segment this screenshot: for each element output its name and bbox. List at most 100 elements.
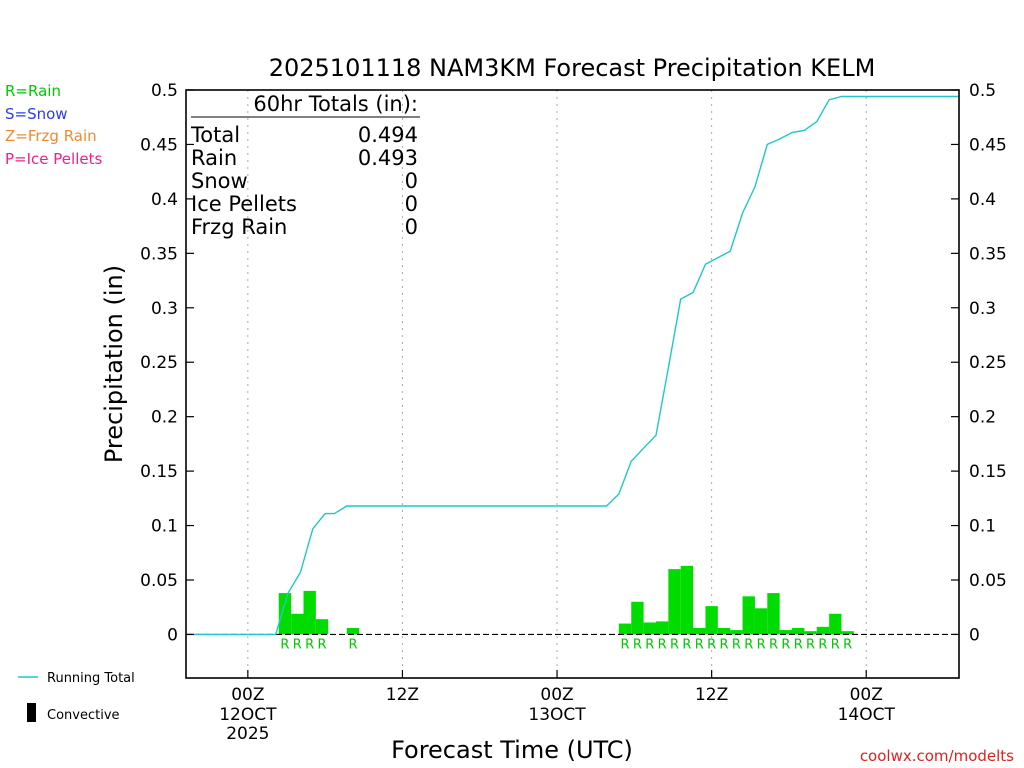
precip-type-legend: R=Rain S=Snow Z=Frzg Rain P=Ice Pellets	[5, 82, 102, 168]
xtick-label-2: 00Z	[540, 685, 573, 705]
legend-snow: S=Snow	[5, 105, 68, 123]
precip-bar-14	[730, 630, 743, 635]
precip-type-mark-3: R	[318, 637, 327, 652]
running-total-line	[186, 95, 959, 636]
precip-bar-9	[668, 569, 681, 635]
precip-bar-0	[278, 593, 292, 635]
running-total-legend-label: Running Total	[47, 671, 135, 686]
precip-bar-5	[618, 623, 632, 635]
precip-bar-23	[841, 631, 854, 635]
precip-bar-22	[829, 613, 842, 635]
ytick-label-left-3: 0.15	[140, 462, 178, 482]
ytick-label-right-5: 0.25	[969, 353, 1007, 373]
xtick-label-4: 00Z	[850, 685, 883, 705]
ytick-label-left-7: 0.35	[140, 244, 178, 264]
line-legend: Running Total Convective	[18, 671, 135, 723]
precip-type-mark-2: R	[305, 637, 314, 652]
totals-value-snow: 0	[405, 169, 418, 193]
precip-bars	[278, 565, 854, 635]
precip-bar-1	[291, 613, 304, 635]
ytick-label-right-4: 0.2	[969, 408, 996, 428]
precip-bar-8	[655, 621, 669, 635]
ytick-label-right-7: 0.35	[969, 244, 1007, 264]
totals-value-total: 0.494	[358, 123, 418, 147]
ytick-label-right-3: 0.15	[969, 462, 1007, 482]
totals-label-snow: Snow	[191, 169, 248, 193]
ytick-label-right-2: 0.1	[969, 517, 996, 537]
totals-label-rain: Rain	[191, 146, 237, 170]
xtick-label-1: 12Z	[386, 685, 419, 705]
plot-frame	[185, 89, 960, 679]
ytick-label-right-9: 0.45	[969, 135, 1007, 155]
precip-type-mark-5: R	[621, 637, 630, 652]
precip-bar-11	[693, 627, 706, 635]
ytick-label-right-1: 0.05	[969, 571, 1007, 591]
precip-bar-16	[754, 608, 768, 635]
precip-type-mark-20: R	[806, 637, 815, 652]
precip-bar-7	[643, 622, 656, 635]
precip-bar-2	[303, 590, 316, 635]
totals-label-total: Total	[190, 123, 240, 147]
totals-value-rain: 0.493	[358, 146, 418, 170]
precip-bar-19	[792, 627, 805, 635]
totals-value-ice-pellets: 0	[405, 192, 418, 216]
ytick-label-right-10: 0.5	[969, 81, 996, 101]
precip-type-mark-23: R	[843, 637, 852, 652]
xtick-date-2: 13OCT	[528, 705, 586, 725]
totals-label-ice-pellets: Ice Pellets	[191, 192, 297, 216]
convective-legend-swatch	[27, 703, 36, 722]
ytick-label-left-0: 0	[167, 625, 178, 645]
precip-bar-21	[816, 626, 830, 635]
y-axis-ticks: 0 00.05 0.050.1 0.10.15 0.150.2 0.20.25 0.250.…	[140, 81, 1007, 645]
ytick-label-left-2: 0.1	[151, 517, 178, 537]
precip-bar-4	[346, 627, 360, 635]
ytick-label-right-6: 0.3	[969, 299, 996, 319]
precip-type-mark-15: R	[744, 637, 753, 652]
chart-title: 2025101118 NAM3KM Forecast Precipitation…	[269, 54, 876, 82]
xtick-date-0: 12OCT	[219, 705, 277, 725]
precip-type-mark-22: R	[831, 637, 840, 652]
totals-box: 60hr Totals (in): Total 0.494 Rain 0.493…	[190, 92, 420, 239]
ytick-label-left-10: 0.5	[151, 81, 178, 101]
precip-bar-13	[717, 627, 731, 635]
precip-bar-12	[705, 606, 718, 635]
precip-bar-18	[779, 630, 793, 635]
precip-type-mark-14: R	[732, 637, 741, 652]
precip-type-mark-16: R	[757, 637, 766, 652]
precip-type-mark-18: R	[781, 637, 790, 652]
precip-type-mark-0: R	[280, 637, 289, 652]
xtick-label-0: 00Z	[231, 685, 264, 705]
legend-rain: R=Rain	[5, 82, 61, 100]
ytick-label-left-8: 0.4	[151, 190, 178, 210]
precip-type-mark-17: R	[769, 637, 778, 652]
precip-type-mark-7: R	[645, 637, 654, 652]
precip-bar-20	[804, 631, 817, 635]
ytick-label-left-1: 0.05	[140, 571, 178, 591]
totals-value-frzg-rain: 0	[405, 215, 418, 239]
credit-text: coolwx.com/modelts	[860, 747, 1014, 765]
gridlines	[247, 90, 867, 678]
ytick-label-left-5: 0.25	[140, 353, 178, 373]
precip-type-mark-12: R	[707, 637, 716, 652]
precip-type-mark-13: R	[719, 637, 728, 652]
precip-type-mark-21: R	[818, 637, 827, 652]
ytick-label-left-6: 0.3	[151, 299, 178, 319]
ytick-label-right-8: 0.4	[969, 190, 996, 210]
legend-frzg-rain: Z=Frzg Rain	[5, 127, 97, 145]
precip-bar-3	[315, 619, 329, 635]
xtick-date-4: 14OCT	[838, 705, 896, 725]
legend-ice-pellets: P=Ice Pellets	[5, 150, 102, 168]
precip-type-mark-6: R	[633, 637, 642, 652]
precip-type-mark-10: R	[682, 637, 691, 652]
precip-type-mark-9: R	[670, 637, 679, 652]
precip-bar-17	[767, 593, 780, 635]
precip-type-mark-4: R	[348, 637, 357, 652]
ytick-label-left-4: 0.2	[151, 408, 178, 428]
ytick-label-right-0: 0	[969, 625, 980, 645]
totals-heading: 60hr Totals (in):	[253, 92, 418, 116]
ytick-label-left-9: 0.45	[140, 135, 178, 155]
y-axis-label: Precipitation (in)	[100, 265, 128, 463]
